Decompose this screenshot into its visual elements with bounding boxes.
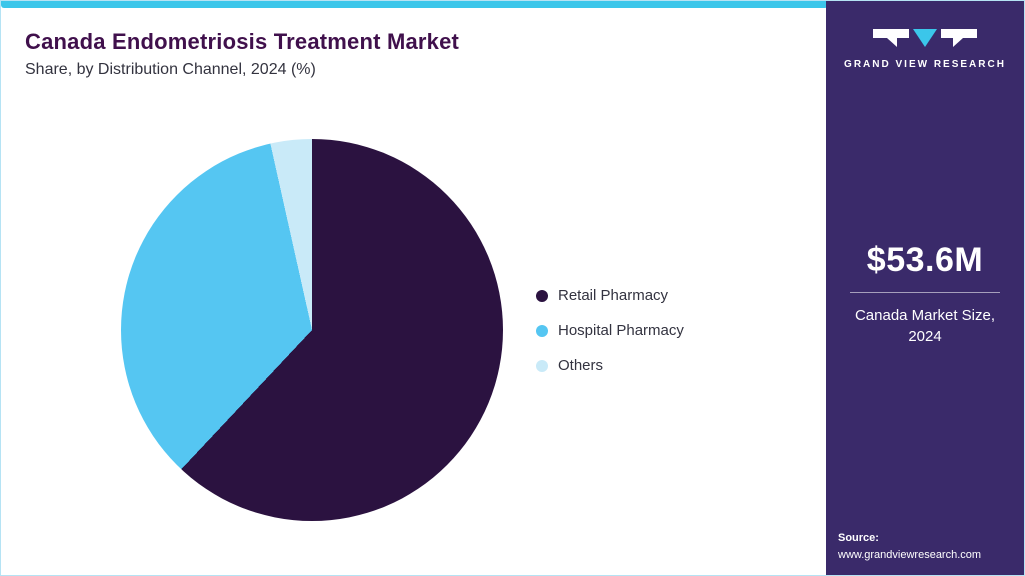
pie-chart: [121, 139, 503, 521]
legend-label: Others: [558, 357, 604, 374]
top-accent-bar: [1, 1, 828, 8]
chart-panel: Canada Endometriosis Treatment Market Sh…: [1, 1, 828, 575]
brand-logo: GRAND VIEW RESEARCH: [826, 27, 1024, 70]
legend-item-retail-pharmacy: Retail Pharmacy: [536, 287, 684, 304]
source-label: Source:: [838, 532, 879, 544]
market-size-value: $53.6M: [866, 241, 984, 279]
legend-dot: [536, 289, 548, 302]
legend-label: Retail Pharmacy: [558, 287, 669, 304]
legend-dot: [536, 324, 548, 337]
legend-item-others: Others: [536, 357, 684, 374]
grand-view-research-logo-icon: [873, 29, 977, 47]
sidebar: GRAND VIEW RESEARCH $53.6M Canada Market…: [826, 1, 1024, 575]
page-title: Canada Endometriosis Treatment Market: [25, 29, 460, 54]
legend-dot: [536, 359, 548, 372]
market-size-label: Canada Market Size, 2024: [854, 307, 996, 345]
source-footer: Source: www.grandviewresearch.com: [838, 530, 981, 563]
source-url: www.grandviewresearch.com: [838, 548, 982, 561]
brand-logo-text: GRAND VIEW RESEARCH: [844, 59, 1006, 70]
market-size-block: $53.6M Canada Market Size, 2024: [826, 241, 1024, 347]
legend-label: Hospital Pharmacy: [558, 322, 684, 339]
page-subtitle: Share, by Distribution Channel, 2024 (%): [25, 61, 316, 78]
legend-item-hospital-pharmacy: Hospital Pharmacy: [536, 322, 684, 339]
chart-legend: Retail Pharmacy Hospital Pharmacy Others: [536, 287, 684, 374]
market-size-divider: [850, 292, 1000, 293]
